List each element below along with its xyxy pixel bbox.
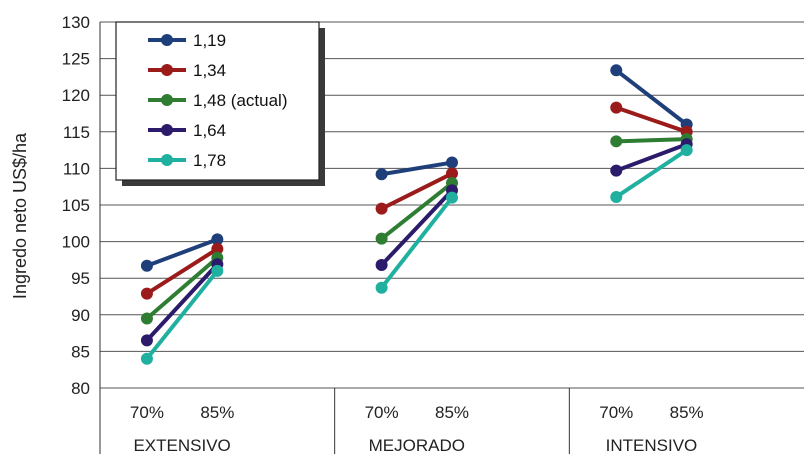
legend-label: 1,19 bbox=[193, 31, 226, 50]
y-tick-label: 95 bbox=[71, 269, 90, 288]
data-point bbox=[610, 135, 623, 148]
y-tick-label: 90 bbox=[71, 306, 90, 325]
x-tick-label: 70% bbox=[365, 403, 399, 422]
series-line bbox=[614, 105, 689, 134]
series-line bbox=[379, 195, 454, 290]
data-point bbox=[610, 190, 623, 203]
legend-label: 1,78 bbox=[193, 151, 226, 170]
series-line bbox=[144, 262, 220, 343]
data-point bbox=[446, 191, 458, 204]
series-line bbox=[144, 268, 220, 361]
data-point bbox=[610, 164, 623, 177]
data-point bbox=[375, 259, 388, 272]
legend-swatch-marker bbox=[161, 64, 173, 76]
series-line bbox=[144, 237, 220, 268]
data-point bbox=[610, 64, 623, 77]
series-line bbox=[379, 181, 454, 241]
y-axis-ticks: 80 85 90 95 100 105 110 115 120 125 130 bbox=[62, 13, 90, 398]
y-tick-label: 125 bbox=[62, 50, 90, 69]
series-line bbox=[379, 160, 454, 177]
x-tick-label: 70% bbox=[130, 403, 164, 422]
y-tick-label: 105 bbox=[62, 196, 90, 215]
legend-label: 1,48 (actual) bbox=[193, 91, 288, 110]
y-tick-label: 115 bbox=[63, 123, 90, 142]
data-point bbox=[140, 312, 153, 325]
series-line bbox=[614, 68, 689, 127]
series-lines bbox=[140, 64, 693, 365]
legend-swatch-marker bbox=[161, 154, 173, 166]
series-line bbox=[379, 188, 454, 268]
y-tick-label: 85 bbox=[71, 342, 90, 361]
x-tick-label: 85% bbox=[435, 403, 469, 422]
data-point bbox=[610, 101, 623, 114]
y-tick-label: 100 bbox=[62, 233, 90, 252]
legend-swatch-marker bbox=[161, 34, 173, 46]
legend-swatch-marker bbox=[161, 94, 173, 106]
data-point bbox=[140, 352, 153, 365]
x-tick-label: 85% bbox=[200, 403, 234, 422]
data-point bbox=[211, 233, 224, 246]
data-point bbox=[140, 259, 153, 272]
legend: 1,19 1,34 1,48 (actual) 1,64 1,78 bbox=[115, 21, 325, 186]
data-point bbox=[680, 144, 693, 157]
data-point bbox=[446, 156, 458, 169]
data-point bbox=[375, 168, 388, 181]
y-tick-label: 120 bbox=[62, 86, 90, 105]
series-line bbox=[614, 142, 689, 173]
y-tick-label: 110 bbox=[63, 159, 90, 178]
x-group-label: MEJORADO bbox=[369, 436, 465, 454]
series-line bbox=[379, 171, 454, 211]
legend-label: 1,34 bbox=[193, 61, 226, 80]
y-axis-title: Ingredo neto US$/ha bbox=[10, 132, 30, 299]
legend-label: 1,64 bbox=[193, 121, 226, 140]
x-tick-label: 85% bbox=[670, 403, 704, 422]
x-group-label: EXTENSIVO bbox=[133, 436, 230, 454]
data-point bbox=[140, 287, 153, 300]
series-line bbox=[144, 255, 220, 321]
y-tick-label: 130 bbox=[62, 13, 90, 32]
legend-swatch-marker bbox=[161, 124, 173, 136]
data-point bbox=[211, 264, 224, 277]
data-point bbox=[211, 242, 224, 255]
data-point bbox=[140, 334, 153, 347]
series-line bbox=[614, 148, 689, 199]
series-line bbox=[144, 246, 220, 296]
data-point bbox=[375, 232, 388, 245]
data-point bbox=[375, 281, 388, 294]
data-point bbox=[446, 167, 458, 180]
x-group-label: INTENSIVO bbox=[606, 436, 698, 454]
series-line bbox=[614, 137, 689, 144]
y-tick-label: 80 bbox=[71, 379, 90, 398]
x-tick-label: 70% bbox=[599, 403, 633, 422]
x-axis: 70% 85% EXTENSIVO 70% 85% MEJORADO 70% 85% INTEN… bbox=[99, 22, 704, 454]
data-point bbox=[375, 202, 388, 215]
